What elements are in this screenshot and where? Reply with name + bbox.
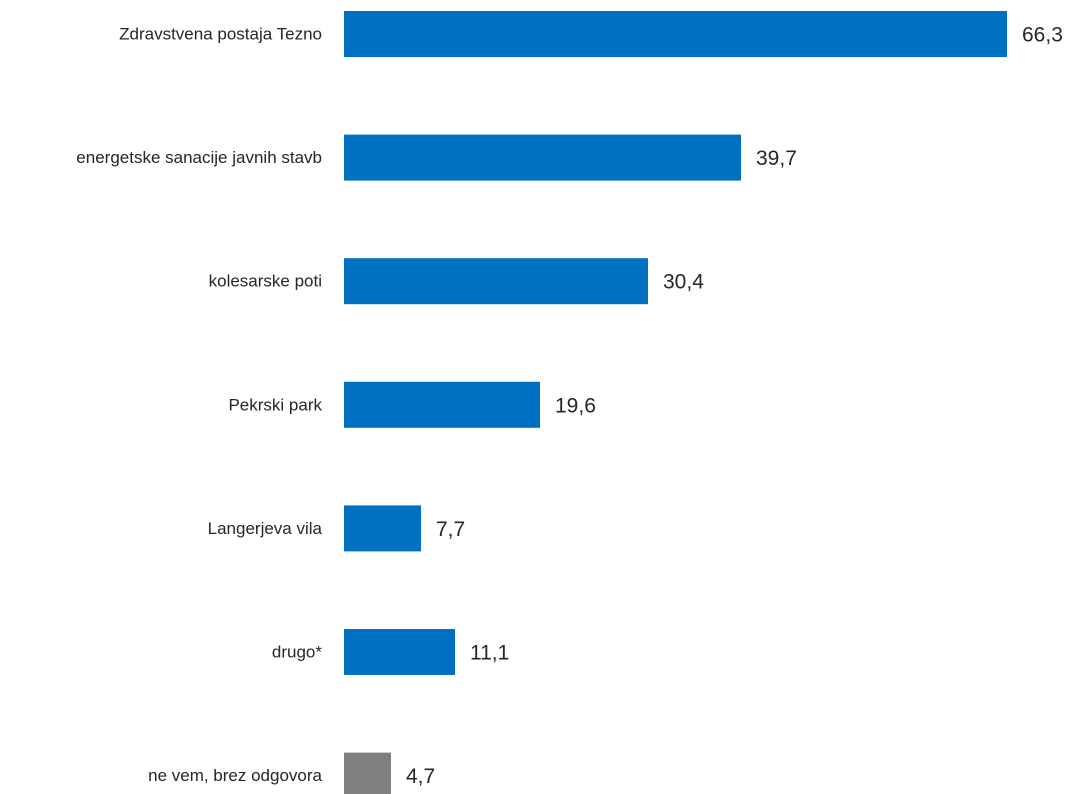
category-label-6: ne vem, brez odgovora bbox=[148, 766, 322, 785]
bar-5 bbox=[344, 629, 455, 675]
category-label-3: Pekrski park bbox=[228, 395, 322, 414]
value-labels: 66,3 39,7 30,4 19,6 7,7 11,1 4,7 bbox=[406, 24, 1063, 789]
bar-4 bbox=[344, 505, 421, 552]
category-label-4: Langerjeva vila bbox=[208, 519, 323, 538]
value-label-2: 30,4 bbox=[663, 271, 704, 294]
bar-0 bbox=[344, 11, 1007, 57]
category-label-5: drugo* bbox=[272, 643, 322, 662]
value-label-0: 66,3 bbox=[1022, 24, 1063, 47]
value-label-3: 19,6 bbox=[555, 394, 596, 417]
bars-group bbox=[344, 11, 1007, 794]
value-label-4: 7,7 bbox=[436, 518, 465, 541]
value-label-1: 39,7 bbox=[756, 147, 797, 170]
bar-2 bbox=[344, 258, 648, 305]
bar-6 bbox=[344, 752, 391, 794]
category-label-2: kolesarske poti bbox=[209, 272, 322, 291]
bar-1 bbox=[344, 134, 741, 181]
value-label-6: 4,7 bbox=[406, 765, 435, 788]
category-label-1: energetske sanacije javnih stavb bbox=[76, 148, 322, 167]
value-label-5: 11,1 bbox=[470, 642, 509, 665]
category-labels: Zdravstvena postaja Tezno energetske sana… bbox=[76, 25, 322, 786]
category-label-0: Zdravstvena postaja Tezno bbox=[119, 25, 322, 44]
bar-3 bbox=[344, 381, 540, 428]
